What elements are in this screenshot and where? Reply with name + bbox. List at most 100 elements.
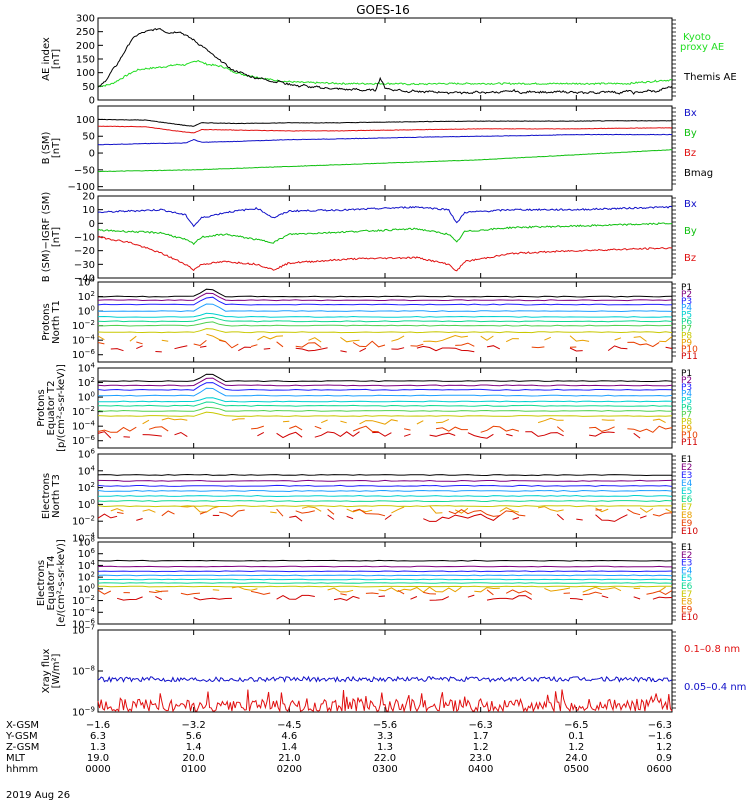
pnt1-series-p10: [97, 342, 105, 345]
xray-ylabel: Xray flux[W/m²]: [41, 649, 62, 694]
pet2-series-p11: [314, 431, 360, 438]
ephem-value: 0200: [277, 764, 302, 775]
pet2-series-p5: [97, 397, 673, 403]
ephemeris-table: X-GSM −1.6 −3.2 −4.5 −5.6 −6.3 −6.5 −6.3 Y-GSM 6.…: [5, 720, 672, 775]
date-label: 2019 Aug 26: [6, 790, 70, 800]
ent3-series-e10: [639, 515, 647, 519]
ent3-series-e8: [180, 505, 220, 513]
pnt1-legend-p2: P2: [681, 290, 692, 300]
pet2-ytick-label: 10−2: [72, 405, 95, 418]
eet4-series-e8: [544, 587, 571, 592]
ent3-series-e10: [136, 518, 143, 521]
ephem-label-mlt: MLT: [6, 753, 26, 764]
ephem-value: 20.0: [183, 753, 205, 764]
pet2-ytick-label: 10−4: [72, 420, 96, 433]
pnt1-legend-p3: P3: [681, 297, 692, 307]
ent3-series-e8: [142, 509, 156, 513]
pnt1-series-p9: [480, 335, 494, 341]
ent3-legend-e1: E1: [681, 455, 692, 465]
ent3-legend-e10: E10: [681, 527, 698, 537]
eet4-series-e10: [633, 596, 641, 600]
pnt1-series-p10: [455, 342, 475, 347]
pnt1-series-p10: [295, 342, 322, 348]
xray-ytick-label: 10−9: [72, 706, 95, 719]
eet4-legend-e1: E1: [681, 543, 692, 553]
ent3-series-e8: [665, 508, 673, 513]
pet2-series-p3: [97, 382, 673, 391]
pet2-series-p11: [142, 434, 162, 437]
ent3-series-e9: [352, 508, 386, 517]
ent3-series-e10: [384, 514, 392, 520]
eet4-legend-e7: E7: [681, 590, 692, 600]
eet4-ytick-label: 10−4: [72, 606, 96, 619]
eet4-series-e10: [467, 594, 475, 598]
eet4-series-e10: [378, 595, 386, 597]
ae-ytick-label: 50: [82, 82, 95, 93]
ent3-series-e9: [448, 509, 526, 517]
bdiff-series-bz: [97, 235, 672, 272]
ephem-value: 1.2: [568, 742, 584, 753]
pnt1-series-p7: [97, 321, 673, 327]
pet2-series-p9: [435, 418, 450, 424]
ent3-legend-e4: E4: [681, 479, 693, 489]
xray-ytick-label: 10−7: [72, 624, 95, 637]
eet4-ytick-label: 106: [78, 547, 96, 560]
eet4-ylabel: ElectronsEquator T4[e/(cm²-s-sr-keV)]: [36, 539, 67, 627]
ephem-value: 19.0: [87, 753, 109, 764]
ephem-value: −5.6: [373, 720, 397, 731]
pnt1-series-p9: [505, 338, 519, 343]
eet4-ytick-label: 10−2: [72, 594, 95, 607]
pnt1-legend-p7: P7: [681, 324, 692, 334]
bsm-legend-bz: Bz: [684, 148, 696, 159]
ent3-legend-e7: E7: [681, 503, 692, 513]
ephem-value: −6.3: [469, 720, 493, 731]
pnt1-series-p10: [352, 340, 386, 348]
ent3-ytick-label: 106: [78, 448, 96, 461]
bdiff-legend-by: By: [684, 226, 697, 237]
ent3-ytick-label: 104: [78, 464, 96, 477]
pnt1-legend-p8: P8: [681, 331, 692, 341]
pnt1-legend-p1: P1: [681, 283, 692, 293]
pet2-series-p10: [314, 425, 322, 430]
ent3-series-e8: [454, 507, 469, 514]
eet4-series-e10: [193, 597, 232, 601]
ephem-value: 3.3: [377, 731, 393, 742]
bsm-legend-bmag: Bmag: [684, 168, 713, 179]
ent3-series-e9: [276, 508, 284, 517]
pnt1-legend-p5: P5: [681, 311, 692, 321]
bsm-series-bz: [97, 125, 673, 134]
pet2-series-p9: [340, 420, 347, 424]
eet4-series-e10: [276, 594, 315, 600]
eet4-series-e9: [397, 589, 405, 595]
pet2-series-p1: [97, 373, 673, 383]
ent3-series-e8: [391, 506, 405, 514]
ent3-series-e8: [301, 506, 322, 512]
pet2-series-p10: [251, 425, 264, 430]
panel-pet2: ProtonsEquator T2[p/(cm²-s-sr-keV)] 10410…: [36, 362, 698, 452]
ent3-series-e10: [576, 518, 583, 521]
ent3-ytick-label: 10−4: [72, 532, 96, 545]
eet4-series-e10: [410, 596, 418, 600]
eet4-series-e1: [97, 559, 673, 562]
pnt1-series-p3: [97, 296, 673, 306]
xray-frame: [97, 629, 673, 713]
ent3-legend-e2: E2: [681, 463, 692, 473]
ae-legend-themis-ae: Themis AE: [683, 72, 737, 83]
eet4-series-e9: [180, 592, 201, 596]
ent3-legend-e9: E9: [681, 519, 693, 529]
ephem-value: 0000: [85, 764, 110, 775]
bsm-ytick-label: 100: [76, 115, 95, 126]
pnt1-ytick-label: 10−2: [72, 319, 95, 332]
pnt1-series-p9: [308, 337, 322, 343]
ephem-value: 22.0: [374, 753, 396, 764]
pnt1-series-p4: [97, 303, 673, 313]
eet4-series-e3: [97, 570, 673, 573]
pnt1-series-p9: [423, 334, 468, 343]
ent3-legend-e5: E5: [681, 487, 692, 497]
ent3-series-e8: [639, 507, 654, 513]
bdiff-frame: [97, 195, 673, 279]
bdiff-series-by: [97, 222, 673, 246]
panel-ent3: ElectronsNorth T310610410210010−210−4E1E…: [41, 448, 698, 545]
ephem-value: 1.4: [186, 742, 202, 753]
ae-ylabel: AE index[nT]: [41, 37, 62, 81]
